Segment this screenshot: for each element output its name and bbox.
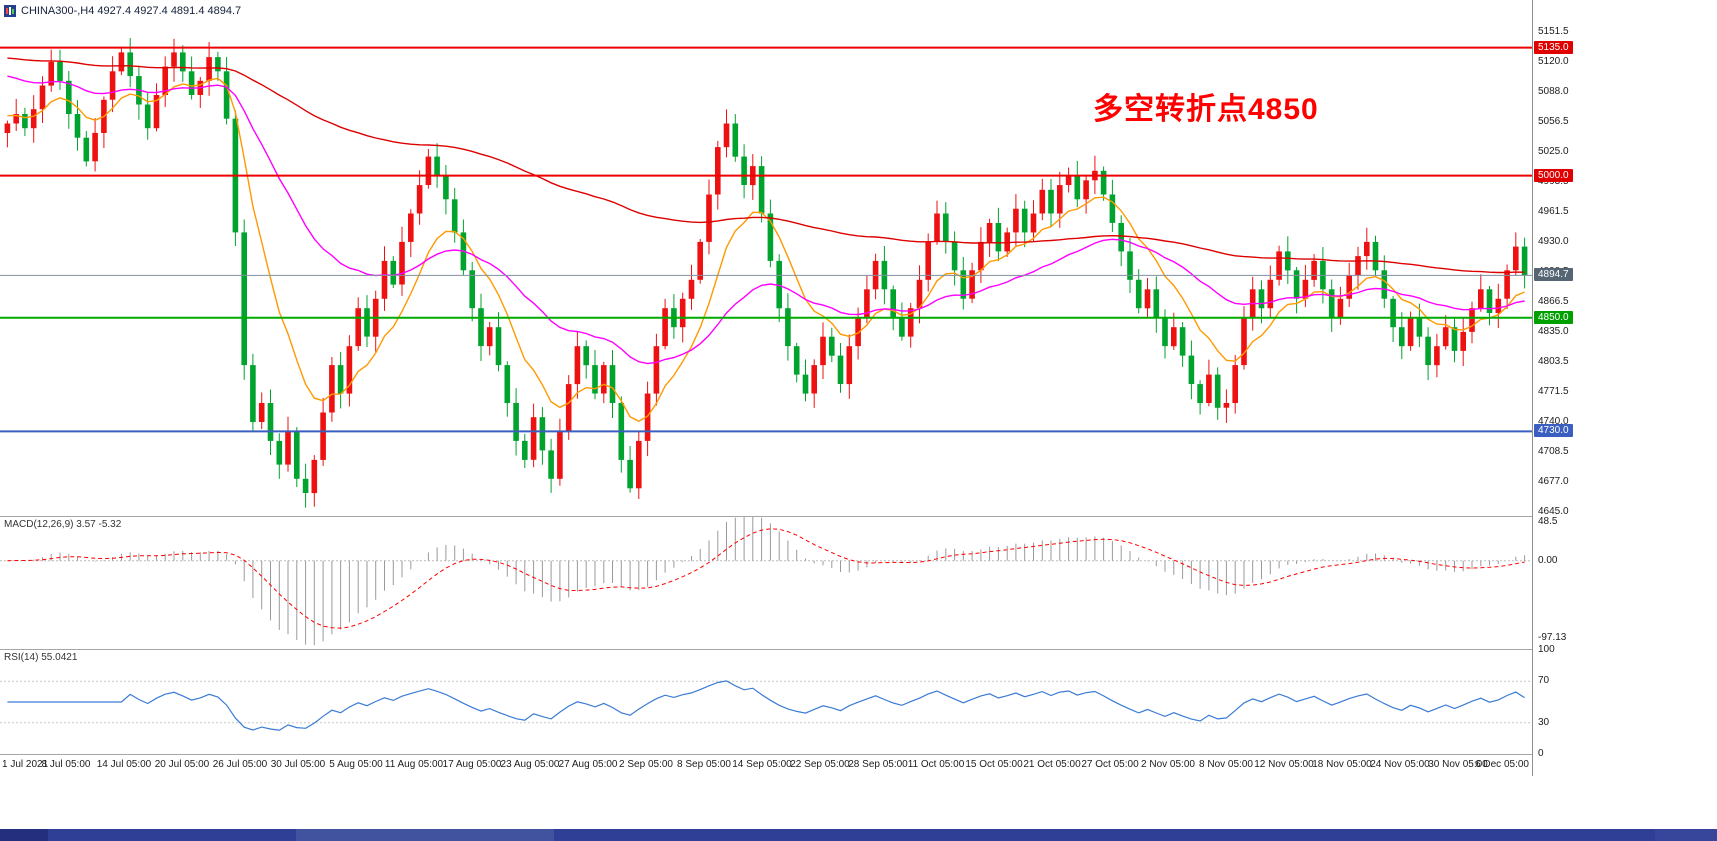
- time-axis-label: 14 Jul 05:00: [96, 759, 152, 770]
- time-axis-label: 11 Aug 05:00: [384, 759, 444, 770]
- time-axis-label: 8 Sep 05:00: [677, 759, 731, 770]
- time-axis-label: 24 Nov 05:00: [1370, 759, 1430, 770]
- price-level-badge: 4730.0: [1534, 424, 1573, 438]
- taskbar: [0, 829, 1717, 841]
- price-axis-label: 4771.5: [1538, 386, 1569, 398]
- time-axis-label: 2 Nov 05:00: [1141, 759, 1195, 770]
- price-axis: 5151.55120.05088.05056.55025.04993.54961…: [1533, 0, 1717, 776]
- price-axis-label: 4930.0: [1538, 235, 1569, 247]
- time-axis-label: 30 Nov 05:00: [1428, 759, 1488, 770]
- time-axis-label: 30 Jul 05:00: [270, 759, 326, 770]
- rsi-axis-label: 100: [1538, 644, 1555, 655]
- price-axis-label: 4677.0: [1538, 475, 1569, 487]
- time-axis-label: 21 Oct 05:00: [1023, 759, 1081, 770]
- price-axis-label: 5151.5: [1538, 26, 1569, 37]
- price-axis-label: 5088.0: [1538, 86, 1569, 98]
- time-axis-label: 20 Jul 05:00: [154, 759, 210, 770]
- symbol-ohlc-text: CHINA300-,H4 4927.4 4927.4 4891.4 4894.7: [21, 5, 242, 17]
- price-level-badge: 4894.7: [1534, 268, 1573, 282]
- price-axis-label: 4866.5: [1538, 296, 1569, 308]
- rsi-axis-label: 0: [1538, 748, 1544, 759]
- time-axis-label: 18 Nov 05:00: [1312, 759, 1372, 770]
- price-axis-label: 4803.5: [1538, 355, 1569, 367]
- macd-histogram: [15, 517, 1526, 646]
- time-axis-label: 17 Aug 05:00: [442, 759, 502, 770]
- price-axis-label: 5025.0: [1538, 145, 1569, 157]
- main-chart-svg[interactable]: [0, 0, 1532, 516]
- panel-divider: [0, 649, 1717, 650]
- price-axis-label: 4740.0: [1538, 415, 1569, 427]
- price-axis-label: 5056.5: [1538, 116, 1569, 128]
- time-axis-label: 26 Jul 05:00: [212, 759, 268, 770]
- time-axis-label: 27 Oct 05:00: [1081, 759, 1139, 770]
- axis-divider: [1532, 0, 1533, 776]
- ma-mid-line: [7, 75, 1525, 365]
- rsi-axis-label: 30: [1538, 716, 1550, 728]
- time-axis-label: 1 Jul 2021: [2, 759, 49, 770]
- price-level-badge: 5000.0: [1534, 168, 1573, 182]
- macd-axis-label: 48.5: [1538, 516, 1558, 528]
- price-axis-label: 4645.0: [1538, 506, 1569, 517]
- candlestick-series: [4, 38, 1528, 508]
- price-level-badge: 5135.0: [1534, 40, 1573, 54]
- taskbar-item[interactable]: [296, 829, 554, 841]
- ma-fast-line: [7, 77, 1525, 422]
- time-axis-label: 8 Jul 05:00: [41, 759, 91, 770]
- time-axis: 1 Jul 2021 8 Jul 05:00 14 Jul 05:00 20 Jul …: [0, 754, 1532, 776]
- macd-indicator-label: MACD(12,26,9) 3.57 -5.32: [4, 519, 122, 530]
- time-axis-label: 11 Oct 05:00: [907, 759, 965, 770]
- time-axis-label: 2 Sep 05:00: [619, 759, 673, 770]
- time-axis-label: 23 Aug 05:00: [500, 759, 560, 770]
- rsi-axis-label: 70: [1538, 675, 1550, 687]
- chart-icon: [4, 5, 16, 17]
- rsi-indicator-label: RSI(14) 55.0421: [4, 652, 78, 663]
- time-axis-label: 14 Sep 05:00: [732, 759, 792, 770]
- time-axis-label: 22 Sep 05:00: [790, 759, 850, 770]
- panel-divider: [0, 516, 1717, 517]
- macd-axis-label: -97.13: [1538, 631, 1567, 643]
- price-level-badge: 4850.0: [1534, 310, 1573, 324]
- annotation-text: 多空转折点4850: [1093, 93, 1319, 126]
- time-axis-label: 8 Nov 05:00: [1199, 759, 1253, 770]
- macd-chart-svg[interactable]: [0, 517, 1532, 648]
- macd-axis-label: 0.00: [1538, 554, 1558, 566]
- panel-divider: [0, 754, 1717, 755]
- time-axis-label: 12 Nov 05:00: [1254, 759, 1314, 770]
- time-axis-label: 28 Sep 05:00: [848, 759, 908, 770]
- time-axis-label: 5 Aug 05:00: [329, 759, 383, 770]
- price-axis-label: 4961.5: [1538, 206, 1569, 218]
- price-axis-label: 4708.5: [1538, 445, 1569, 457]
- price-axis-label: 5120.0: [1538, 55, 1569, 67]
- taskbar-tray[interactable]: [1655, 829, 1717, 841]
- ma-slow-line: [7, 57, 1525, 274]
- time-axis-label: 15 Oct 05:00: [965, 759, 1023, 770]
- taskbar-item[interactable]: [0, 829, 48, 841]
- time-axis-label: 27 Aug 05:00: [558, 759, 618, 770]
- symbol-ohlc-label: CHINA300-,H4 4927.4 4927.4 4891.4 4894.7: [4, 5, 241, 17]
- rsi-line: [7, 680, 1525, 731]
- time-axis-label: 6 Dec 05:00: [1475, 759, 1529, 770]
- macd-signal-line: [7, 528, 1525, 629]
- price-axis-label: 4835.0: [1538, 325, 1569, 337]
- rsi-chart-svg[interactable]: [0, 650, 1532, 754]
